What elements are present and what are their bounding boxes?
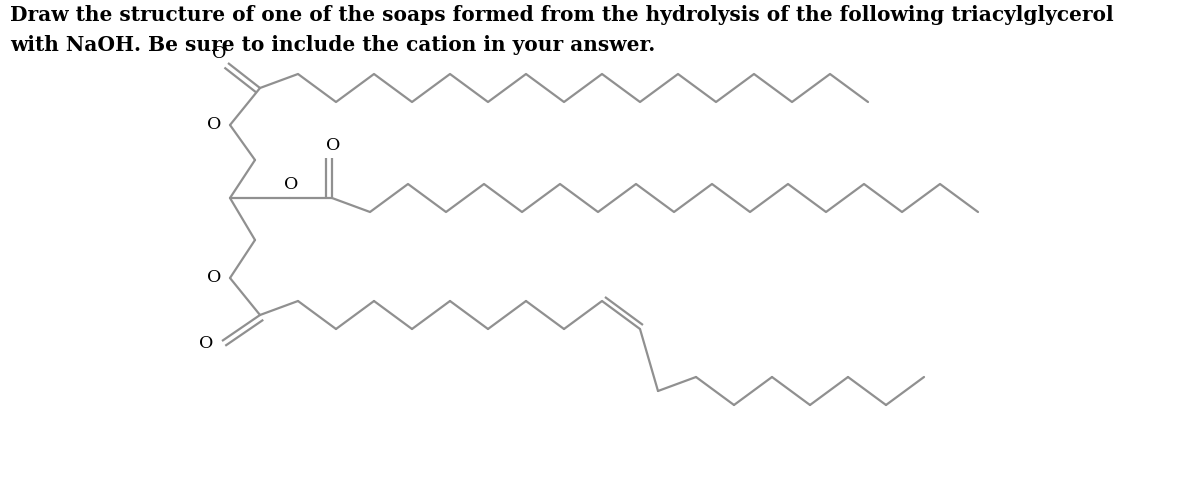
Text: Draw the structure of one of the soaps formed from the hydrolysis of the followi: Draw the structure of one of the soaps f… [10,5,1114,25]
Text: O: O [326,136,340,153]
Text: O: O [206,269,221,286]
Text: O: O [199,334,214,352]
Text: O: O [212,44,226,61]
Text: with NaOH. Be sure to include the cation in your answer.: with NaOH. Be sure to include the cation… [10,35,655,55]
Text: O: O [284,176,298,193]
Text: O: O [206,116,221,132]
